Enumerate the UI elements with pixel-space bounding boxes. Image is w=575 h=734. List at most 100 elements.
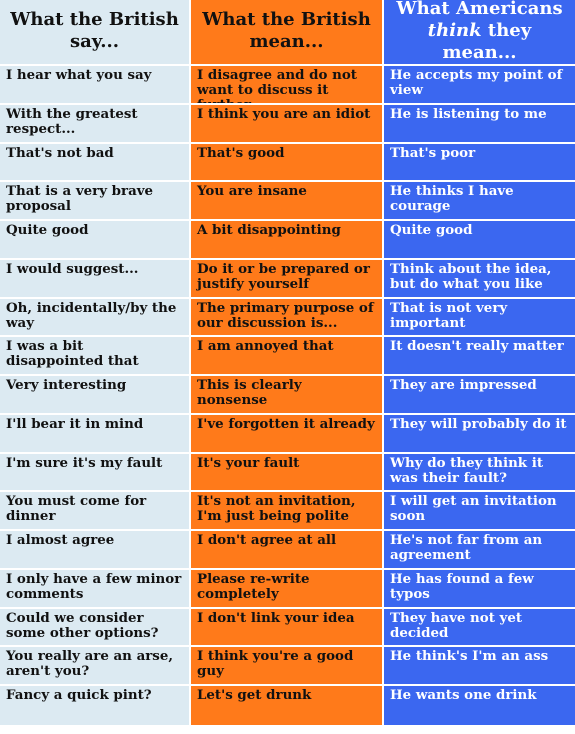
british-say-cell: Very interesting [0, 376, 191, 415]
british-say-text: That's not bad [6, 144, 114, 161]
americans-think-cell: It doesn't really matter [384, 337, 575, 376]
americans-think-text: Think about the idea, but do what you li… [390, 260, 552, 292]
british-mean-cell: I think you are an idiot [191, 104, 384, 144]
americans-think-text: That's poor [390, 144, 476, 161]
british-mean-cell: I disagree and do not want to discuss it… [191, 66, 384, 105]
americans-think-cell: He has found a few typos [384, 569, 575, 609]
americans-think-cell: He's not far from an agreement [384, 531, 575, 570]
british-say-text: I was a bit disappointed that [6, 338, 139, 370]
british-mean-text: A bit disappointing [197, 222, 341, 238]
americans-think-text: They are impressed [390, 377, 537, 393]
british-mean-text: Do it or be prepared or justify yourself [197, 260, 370, 292]
british-mean-cell: I think you're a good guy [191, 647, 384, 686]
british-mean-text: Let's get drunk [197, 687, 312, 703]
british-say-cell: Oh, incidentally/by the way [0, 298, 191, 338]
americans-think-cell: He accepts my point of view [384, 66, 575, 105]
header-british-mean: What the British mean... [191, 0, 384, 66]
british-say-cell: I almost agree [0, 531, 191, 570]
british-say-text: That is a very brave proposal [6, 183, 154, 215]
british-say-cell: Fancy a quick pint? [0, 686, 191, 725]
british-say-text: I hear what you say [6, 67, 152, 83]
british-say-cell: Quite good [0, 221, 191, 260]
americans-think-cell: They have not yet decided [384, 608, 575, 648]
americans-think-cell: Quite good [384, 221, 575, 260]
americans-think-text: He accepts my point of view [390, 67, 563, 98]
header-americans-think-label: What Americans think they mean... [392, 0, 567, 64]
header-americans-think-prefix: What Americans [396, 0, 563, 19]
header-americans-think-suffix: they mean... [442, 20, 532, 63]
british-say-text: You must come for dinner [6, 493, 147, 525]
british-say-text: Quite good [6, 222, 89, 238]
header-british-say-label: What the British say... [10, 9, 179, 52]
british-mean-text: I don't link your idea [197, 609, 355, 626]
british-mean-text: I've forgotten it already [197, 415, 375, 432]
americans-think-cell: He thinks I have courage [384, 182, 575, 221]
americans-think-text: He wants one drink [390, 687, 537, 703]
americans-think-cell: They will probably do it [384, 414, 575, 454]
british-mean-cell: A bit disappointing [191, 221, 384, 260]
british-say-cell: Could we consider some other options? [0, 608, 191, 648]
british-mean-text: Please re-write completely [197, 570, 310, 602]
americans-think-text: Why do they think it was their fault? [390, 454, 544, 486]
british-say-cell: I only have a few minor comments [0, 569, 191, 609]
british-mean-text: I don't agree at all [197, 532, 337, 548]
british-say-text: Fancy a quick pint? [6, 687, 152, 703]
americans-think-text: He has found a few typos [390, 570, 534, 602]
header-british-mean-label: What the British mean... [202, 9, 371, 52]
header-americans-think: What Americans think they mean... [384, 0, 575, 66]
americans-think-text: Quite good [390, 222, 473, 238]
british-mean-text: This is clearly nonsense [197, 377, 302, 408]
americans-think-text: That is not very important [390, 299, 508, 331]
americans-think-text: They will probably do it [390, 415, 567, 432]
british-mean-cell: Please re-write completely [191, 569, 384, 609]
british-mean-cell: You are insane [191, 182, 384, 221]
americans-think-text: They have not yet decided [390, 609, 523, 641]
british-say-text: I'll bear it in mind [6, 415, 144, 432]
british-say-cell: With the greatest respect... [0, 104, 191, 144]
british-mean-cell: I don't agree at all [191, 531, 384, 570]
americans-think-cell: Think about the idea, but do what you li… [384, 259, 575, 299]
americans-think-text: I will get an invitation soon [390, 493, 557, 525]
british-say-text: With the greatest respect... [6, 105, 138, 137]
americans-think-cell: That's poor [384, 143, 575, 183]
british-say-text: Could we consider some other options? [6, 609, 159, 641]
british-say-cell: You must come for dinner [0, 492, 191, 531]
british-say-cell: I hear what you say [0, 66, 191, 105]
british-say-text: I'm sure it's my fault [6, 454, 163, 471]
british-say-text: You really are an arse, aren't you? [6, 648, 174, 680]
british-say-cell: That is a very brave proposal [0, 182, 191, 221]
british-say-text: Very interesting [6, 377, 127, 393]
americans-think-cell: He think's I'm an ass [384, 647, 575, 686]
british-mean-cell: That's good [191, 143, 384, 183]
americans-think-cell: They are impressed [384, 376, 575, 415]
americans-think-text: He's not far from an agreement [390, 532, 543, 563]
british-say-cell: I was a bit disappointed that [0, 337, 191, 376]
americans-think-cell: That is not very important [384, 298, 575, 338]
british-mean-cell: I don't link your idea [191, 608, 384, 648]
americans-think-cell: Why do they think it was their fault? [384, 453, 575, 493]
americans-think-text: He think's I'm an ass [390, 648, 549, 665]
british-mean-cell: It's not an invitation, I'm just being p… [191, 492, 384, 531]
british-say-cell: That's not bad [0, 143, 191, 183]
british-mean-text: I am annoyed that [197, 338, 334, 355]
header-americans-think-emphasis: think [427, 20, 482, 41]
americans-think-cell: He wants one drink [384, 686, 575, 725]
british-mean-cell: Do it or be prepared or justify yourself [191, 259, 384, 299]
british-mean-text: That's good [197, 144, 285, 161]
americans-think-text: He thinks I have courage [390, 183, 514, 215]
americans-think-text: It doesn't really matter [390, 338, 564, 355]
americans-think-cell: I will get an invitation soon [384, 492, 575, 531]
british-say-cell: I would suggest... [0, 259, 191, 299]
british-mean-cell: The primary purpose of our discussion is… [191, 298, 384, 338]
british-say-cell: You really are an arse, aren't you? [0, 647, 191, 686]
british-mean-cell: It's your fault [191, 453, 384, 493]
header-british-say: What the British say... [0, 0, 191, 66]
british-say-text: I would suggest... [6, 260, 139, 277]
british-say-text: I almost agree [6, 532, 115, 548]
british-mean-cell: This is clearly nonsense [191, 376, 384, 415]
americans-think-text: He is listening to me [390, 105, 547, 122]
british-mean-text: It's not an invitation, I'm just being p… [197, 493, 356, 525]
british-say-text: I only have a few minor comments [6, 570, 182, 602]
